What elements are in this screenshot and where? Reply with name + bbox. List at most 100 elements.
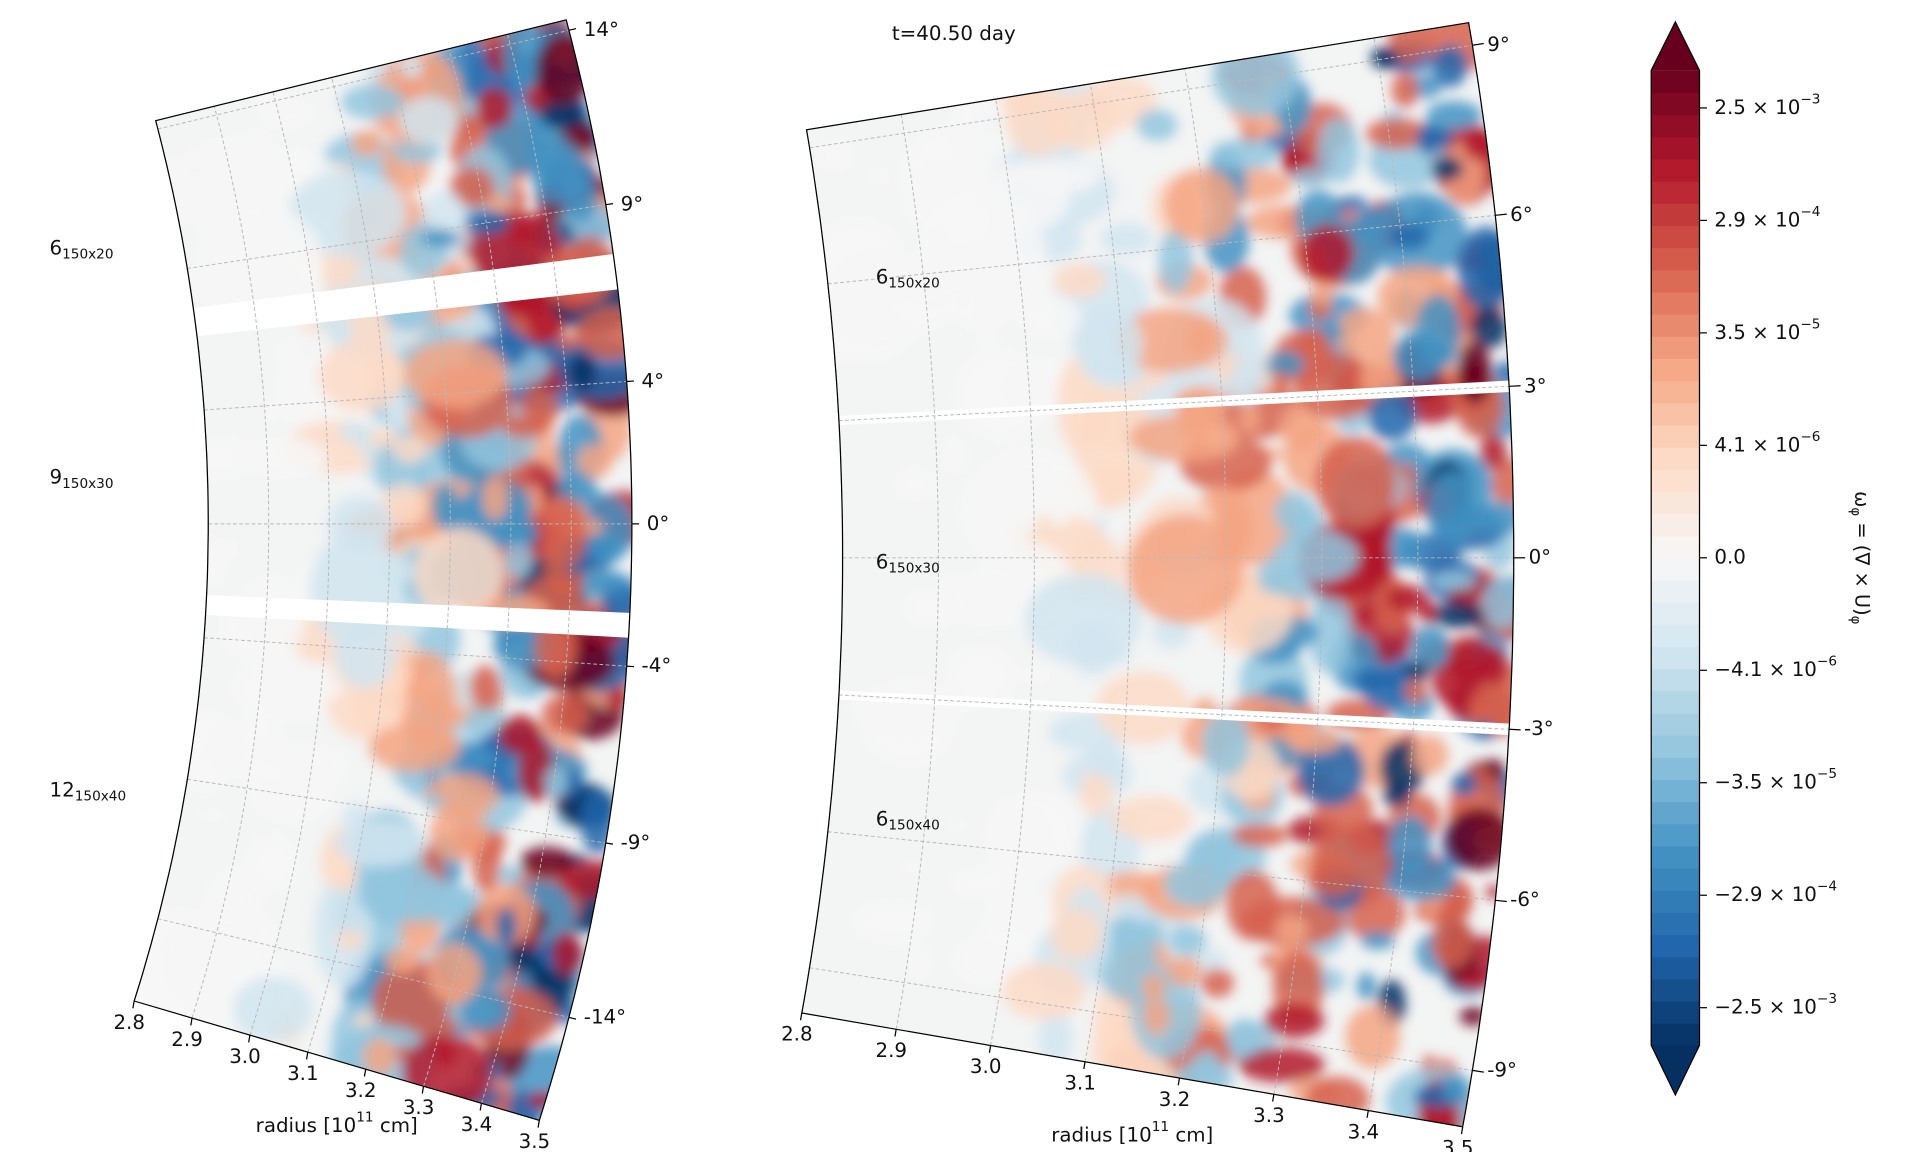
- r-tick-label: 3.0: [970, 1055, 1002, 1078]
- theta-tick-label: 14°: [584, 18, 619, 41]
- wedge-outline: [133, 19, 633, 1122]
- r-tick: [421, 1086, 425, 1094]
- vorticity-blob: [1082, 76, 1158, 129]
- colorbar-step: [1651, 890, 1700, 913]
- colorbar-step: [1651, 247, 1700, 271]
- vorticity-blob: [1370, 47, 1398, 69]
- x-axis-label: radius [1011​ cm]: [256, 1110, 418, 1137]
- theta-tick: [1509, 728, 1521, 731]
- grid-ray: [157, 918, 570, 1018]
- theta-tick: [605, 203, 614, 206]
- polar-panel: 2.8 2.9 3.0 3.1 3.2 3.3 3.4 3.5 14° 9° 4° 0° -4° -9° -…: [50, 18, 672, 1152]
- vorticity-blob: [1263, 1003, 1325, 1039]
- vorticity-blob: [1353, 667, 1380, 695]
- colorbar: −2.5 × 10−3​ −2.9 × 10−4​ −3.5 × 10−5​ −4.1…: [1650, 20, 1874, 1097]
- vorticity-blob: [1445, 807, 1514, 871]
- vorticity-blob: [420, 229, 460, 248]
- r-tick: [305, 1052, 309, 1060]
- r-tick-label: 2.9: [875, 1039, 907, 1062]
- vorticity-blob: [351, 130, 383, 157]
- vorticity-blob: [475, 87, 513, 129]
- r-tick-label: 2.8: [781, 1022, 813, 1045]
- vorticity-blob: [1098, 648, 1131, 664]
- colorbar-tick-label: −4.1 × 10−6​: [1714, 654, 1837, 681]
- vorticity-blob: [1482, 645, 1508, 686]
- colorbar-tick-label: −2.5 × 10−3​: [1714, 991, 1837, 1018]
- vorticity-blob: [1158, 228, 1194, 293]
- vorticity-blob: [943, 642, 1019, 711]
- colorbar-step: [1651, 70, 1700, 94]
- theta-tick-label: -4°: [642, 654, 672, 677]
- vorticity-blob: [1433, 601, 1483, 629]
- vorticity-blob: [1493, 361, 1514, 381]
- vorticity-blob: [1431, 572, 1477, 591]
- grid-ray: [827, 831, 1496, 901]
- vorticity-blob: [1469, 307, 1508, 349]
- vorticity-blob: [1451, 772, 1478, 796]
- r-tick-label: 3.3: [1253, 1104, 1285, 1127]
- subdomain-label: 6150x40​: [876, 807, 940, 833]
- colorbar-step: [1651, 380, 1700, 404]
- grid-arc: [1273, 53, 1323, 1095]
- colorbar-step: [1651, 291, 1700, 315]
- vorticity-blob: [588, 530, 622, 563]
- theta-tick-label: 0°: [1529, 545, 1552, 568]
- grid-ray: [809, 44, 1473, 149]
- vorticity-blob: [393, 434, 429, 464]
- vorticity-blob: [318, 338, 406, 413]
- vorticity-blob: [504, 542, 533, 579]
- vorticity-blob: [413, 527, 505, 621]
- colorbar-step: [1651, 491, 1700, 515]
- colorbar-step: [1651, 868, 1700, 891]
- vorticity-blob: [984, 789, 1081, 870]
- vorticity-blob: [1315, 436, 1397, 530]
- vorticity-blob: [1163, 861, 1226, 908]
- vorticity-blob: [906, 945, 933, 983]
- colorbar-step: [1651, 801, 1700, 825]
- theta-tick: [1472, 42, 1484, 46]
- colorbar-step: [1651, 602, 1700, 625]
- r-tick-label: 3.0: [229, 1045, 261, 1068]
- vorticity-blob: [1231, 355, 1263, 405]
- subdomain-label: 6150x20​: [50, 236, 114, 262]
- vorticity-blob: [1015, 293, 1081, 341]
- colorbar-step: [1651, 934, 1700, 958]
- vorticity-blob: [1457, 340, 1492, 405]
- grid-ray: [827, 214, 1496, 285]
- colorbar-extend-bottom: [1651, 1045, 1700, 1096]
- vorticity-blob: [368, 429, 399, 448]
- r-tick: [479, 1103, 483, 1111]
- theta-tick-label: 3°: [1524, 374, 1547, 397]
- r-tick: [1366, 1110, 1369, 1118]
- theta-tick-label: -14°: [584, 1005, 626, 1028]
- vorticity-blob: [496, 907, 517, 946]
- vorticity-blob: [1431, 156, 1464, 181]
- vorticity-blob: [424, 773, 499, 820]
- vorticity-blob: [1345, 1005, 1401, 1069]
- vorticity-blob: [1037, 1011, 1074, 1065]
- vorticity-blob: [460, 989, 512, 1032]
- vorticity-blob: [1359, 517, 1391, 560]
- vorticity-blob: [891, 464, 939, 504]
- grid-arc: [895, 114, 939, 1030]
- grid-arc: [1179, 68, 1227, 1079]
- vorticity-blob: [1459, 1006, 1487, 1027]
- vorticity-blob: [540, 100, 586, 129]
- vorticity-blob: [577, 307, 632, 360]
- vorticity-blob: [1403, 661, 1429, 684]
- grid-arc: [1084, 83, 1131, 1062]
- vorticity-blob: [238, 909, 278, 953]
- colorbar-step: [1651, 1000, 1700, 1024]
- grid-ray: [203, 637, 627, 667]
- vorticity-blob: [1074, 306, 1143, 383]
- vorticity-blob: [1310, 279, 1334, 308]
- vorticity-blob: [1169, 925, 1207, 955]
- vorticity-blob: [1431, 917, 1473, 969]
- vorticity-blob: [1285, 727, 1342, 754]
- grid-arc: [423, 48, 512, 1087]
- vorticity-blob: [1300, 225, 1355, 282]
- vorticity-blob: [334, 820, 427, 866]
- colorbar-step: [1651, 579, 1700, 603]
- vorticity-blob: [237, 436, 327, 481]
- colorbar-step: [1651, 624, 1700, 648]
